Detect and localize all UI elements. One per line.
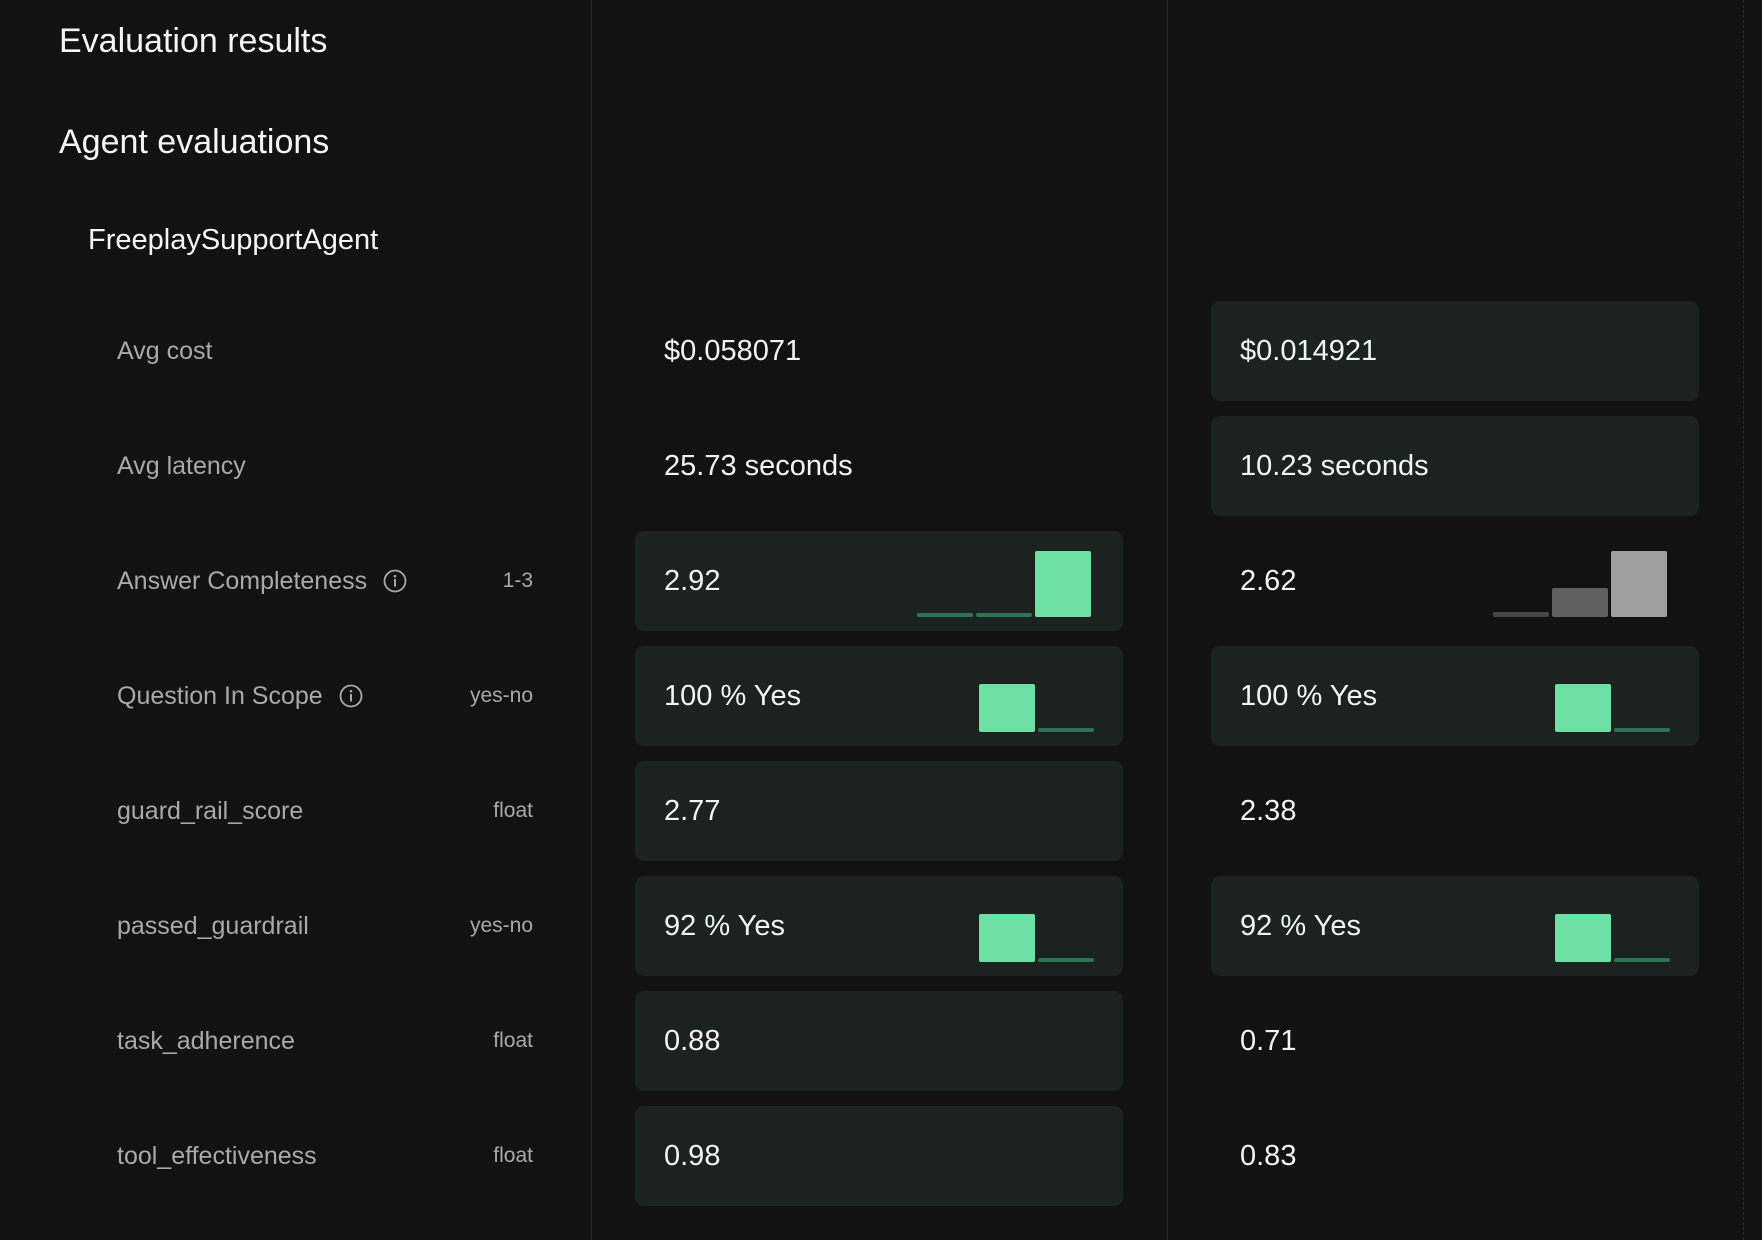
metric-label-text: passed_guardrail xyxy=(117,911,309,940)
metric-label: guard_rail_score xyxy=(117,761,303,861)
metric-label-text: Answer Completeness xyxy=(117,566,368,595)
score-histogram xyxy=(1493,551,1667,617)
metric-cell-run-2[interactable]: 2.38 xyxy=(1211,761,1699,861)
metric-value: 100 % Yes xyxy=(1240,679,1378,712)
metric-label: passed_guardrail xyxy=(117,876,309,976)
column-divider xyxy=(1167,0,1168,1240)
metric-row-avg-latency: Avg latency 25.73 seconds 10.23 seconds xyxy=(0,416,1762,516)
metric-label-text: Avg cost xyxy=(117,336,213,365)
agent-name[interactable]: FreeplaySupportAgent xyxy=(88,224,379,256)
metric-cell-run-1[interactable]: 0.88 xyxy=(635,991,1123,1091)
metric-cell-run-1[interactable]: 2.77 xyxy=(635,761,1123,861)
histogram-bar xyxy=(976,613,1032,617)
info-icon[interactable] xyxy=(383,569,407,593)
metric-label: tool_effectiveness xyxy=(117,1106,317,1206)
metric-cell-run-1[interactable]: 25.73 seconds xyxy=(635,416,1123,516)
metric-type-tag: yes-no xyxy=(469,684,533,707)
metric-row-task-adherence: task_adherence float 0.88 0.71 xyxy=(0,991,1762,1091)
metric-label: Avg cost xyxy=(117,301,212,401)
score-histogram xyxy=(917,551,1091,617)
histogram-bar xyxy=(1555,684,1611,732)
histogram-bar xyxy=(1614,728,1670,732)
metric-cell-run-2[interactable]: $0.014921 xyxy=(1211,301,1699,401)
metric-row-guard-rail-score: guard_rail_score float 2.77 2.38 xyxy=(0,761,1762,861)
metric-value: 2.77 xyxy=(664,794,721,827)
histogram-bar xyxy=(1555,914,1611,962)
metric-row-avg-cost: Avg cost $0.058071 $0.014921 xyxy=(0,301,1762,401)
histogram-bar xyxy=(1035,551,1091,617)
metric-cell-run-2[interactable]: 100 % Yes xyxy=(1211,646,1699,746)
histogram-bar xyxy=(1611,551,1667,617)
metric-value: 2.38 xyxy=(1240,794,1297,827)
histogram-bar xyxy=(1038,957,1094,962)
page-title: Evaluation results xyxy=(59,22,328,60)
metric-label: Answer Completeness xyxy=(117,531,407,631)
metric-value: 100 % Yes xyxy=(664,679,802,712)
metric-row-passed-guardrail: passed_guardrail yes-no 92 % Yes 92 % Yes xyxy=(0,876,1762,976)
histogram-bar xyxy=(1552,588,1608,617)
score-histogram xyxy=(1555,684,1670,732)
metric-cell-run-1[interactable]: 92 % Yes xyxy=(635,876,1123,976)
histogram-bar xyxy=(917,613,973,617)
histogram-bar xyxy=(979,684,1035,732)
section-title: Agent evaluations xyxy=(59,123,330,161)
metric-cell-run-1[interactable]: 2.92 xyxy=(635,531,1123,631)
metric-value: 92 % Yes xyxy=(1240,909,1361,942)
metric-cell-run-2[interactable]: 10.23 seconds xyxy=(1211,416,1699,516)
column-divider xyxy=(1743,0,1745,1240)
metric-cell-run-2[interactable]: 0.71 xyxy=(1211,991,1699,1091)
metric-value: 25.73 seconds xyxy=(664,449,853,482)
metric-label-text: guard_rail_score xyxy=(117,796,304,825)
metric-label-text: Avg latency xyxy=(117,451,246,480)
metric-value: $0.058071 xyxy=(664,334,802,367)
metric-label-text: task_adherence xyxy=(117,1026,295,1055)
metric-value: $0.014921 xyxy=(1240,334,1378,367)
metric-value: 0.88 xyxy=(664,1024,721,1057)
score-histogram xyxy=(1555,914,1670,962)
metric-type-tag: yes-no xyxy=(469,914,533,937)
histogram-bar xyxy=(1038,728,1094,732)
score-histogram xyxy=(979,914,1094,962)
histogram-bar xyxy=(1614,957,1670,962)
metric-cell-run-2[interactable]: 0.83 xyxy=(1211,1106,1699,1206)
column-divider xyxy=(591,0,592,1240)
metric-value: 10.23 seconds xyxy=(1240,449,1429,482)
metric-row-answer-completeness: Answer Completeness 1-3 2.92 2.62 xyxy=(0,531,1762,631)
metric-value: 2.92 xyxy=(664,564,721,597)
metric-cell-run-1[interactable]: 100 % Yes xyxy=(635,646,1123,746)
metric-label: task_adherence xyxy=(117,991,295,1091)
metric-type-tag: float xyxy=(493,1029,533,1052)
metric-row-question-in-scope: Question In Scope yes-no 100 % Yes 100 % Ye… xyxy=(0,646,1762,746)
histogram-bar xyxy=(1493,612,1549,617)
metric-cell-run-1[interactable]: $0.058071 xyxy=(635,301,1123,401)
metric-cell-run-1[interactable]: 0.98 xyxy=(635,1106,1123,1206)
metric-label-text: tool_effectiveness xyxy=(117,1141,317,1170)
metric-value: 0.98 xyxy=(664,1139,721,1172)
metric-type-tag: float xyxy=(493,799,533,822)
metric-label: Avg latency xyxy=(117,416,246,516)
metric-value: 92 % Yes xyxy=(664,909,785,942)
metric-cell-run-2[interactable]: 92 % Yes xyxy=(1211,876,1699,976)
metric-cell-run-2[interactable]: 2.62 xyxy=(1211,531,1699,631)
metric-type-tag: float xyxy=(493,1144,533,1167)
metric-label: Question In Scope xyxy=(117,646,363,746)
metric-row-tool-effectiveness: tool_effectiveness float 0.98 0.83 xyxy=(0,1106,1762,1206)
score-histogram xyxy=(979,684,1094,732)
metric-value: 2.62 xyxy=(1240,564,1297,597)
histogram-bar xyxy=(979,914,1035,962)
metric-value: 0.71 xyxy=(1240,1024,1297,1057)
metric-label-text: Question In Scope xyxy=(117,681,323,710)
metric-type-tag: 1-3 xyxy=(502,569,533,592)
info-icon[interactable] xyxy=(339,684,363,708)
metric-value: 0.83 xyxy=(1240,1139,1297,1172)
